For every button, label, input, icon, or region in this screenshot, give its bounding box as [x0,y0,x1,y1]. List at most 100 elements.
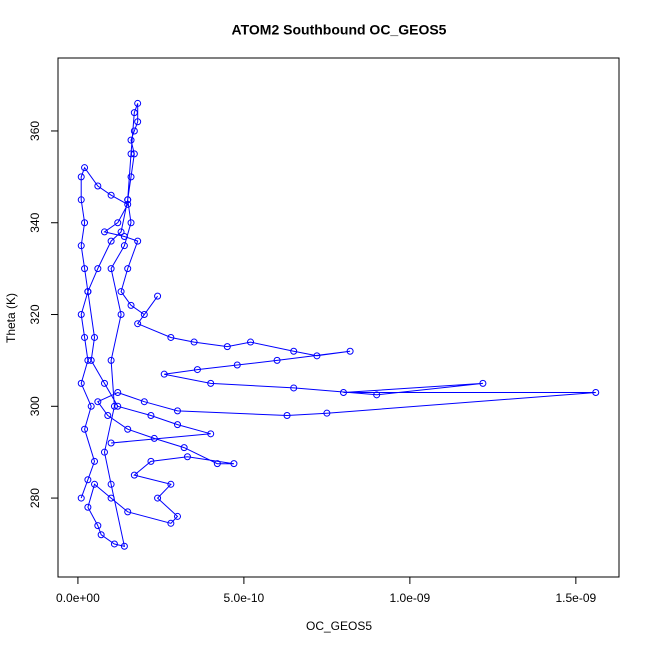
point [373,391,381,399]
point [81,265,89,273]
point [120,542,128,550]
point [323,409,331,417]
point [592,389,600,397]
point [110,402,118,410]
point [130,109,138,117]
point [107,237,115,245]
point [124,265,132,273]
point [77,196,85,204]
point [84,503,92,511]
point [174,512,182,520]
point [130,127,138,135]
point [207,379,215,387]
point [134,237,142,245]
point [154,494,162,502]
point [77,379,85,387]
point [213,460,221,468]
point [81,164,89,172]
point [183,453,191,461]
y-tick-label: 300 [28,396,42,416]
point [130,471,138,479]
point [180,444,188,452]
point [223,343,231,351]
point [290,384,298,392]
point [230,460,238,468]
point [174,421,182,429]
point [91,480,99,488]
point [114,389,122,397]
point [84,288,92,296]
point [100,448,108,456]
point [247,338,255,346]
point [147,411,155,419]
point [127,136,135,144]
point [124,508,132,516]
point [134,118,142,126]
point [107,480,115,488]
y-tick-label: 340 [28,212,42,232]
x-tick-label: 1.0e-09 [390,591,431,605]
point [107,356,115,364]
point [107,265,115,273]
point [154,292,162,300]
point [190,338,198,346]
point [346,347,354,355]
point [77,173,85,181]
point [94,265,102,273]
point [339,389,347,397]
point [167,333,175,341]
point [107,191,115,199]
point [134,99,142,107]
chart-title: ATOM2 Southbound OC_GEOS5 [232,22,447,38]
point [150,434,158,442]
x-tick-label: 1.5e-09 [555,591,596,605]
point [87,402,95,410]
point [124,196,132,204]
point [174,407,182,415]
point [117,311,125,319]
point [77,242,85,250]
point [94,398,102,406]
point [107,439,115,447]
point [91,457,99,465]
point [127,219,135,227]
point [273,356,281,364]
point [134,320,142,328]
point [127,301,135,309]
point [233,361,241,369]
point [100,228,108,236]
point [81,425,89,433]
point [167,480,175,488]
point [114,219,122,227]
x-tick-label: 0.0e+00 [56,591,100,605]
point [77,494,85,502]
point [167,519,175,527]
x-tick-label: 5.0e-10 [224,591,265,605]
point [140,398,148,406]
point [107,494,115,502]
point [283,411,291,419]
point [84,476,92,484]
point [117,228,125,236]
point [124,200,132,208]
point [127,173,135,181]
point [127,150,135,158]
point [77,311,85,319]
point [120,242,128,250]
point [87,356,95,364]
point [479,379,487,387]
point [117,288,125,296]
y-tick-label: 280 [28,488,42,508]
point [207,430,215,438]
point [130,150,138,158]
y-tick-label: 320 [28,304,42,324]
series-line [80,103,596,547]
point [193,366,201,374]
point [84,356,92,364]
point [97,531,105,539]
point [100,379,108,387]
point [94,522,102,530]
point [124,425,132,433]
